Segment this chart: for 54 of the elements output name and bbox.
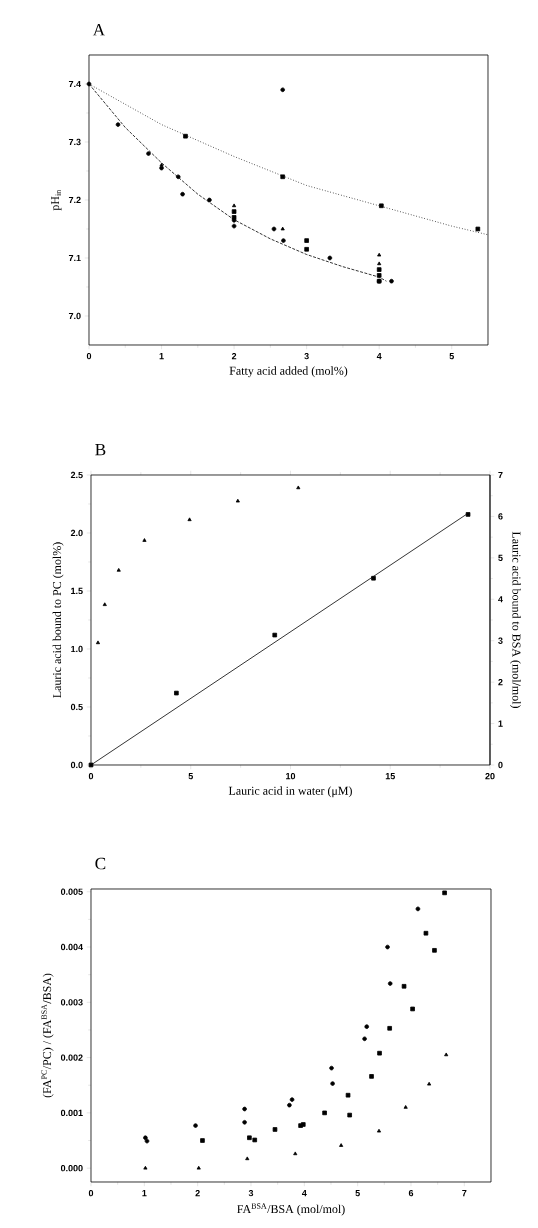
- y-tick-label: 0.5: [70, 703, 83, 711]
- x-tick-label: 1: [159, 352, 164, 360]
- y-axis-title: pH$_{in}$: [51, 189, 62, 211]
- x-axis-title: FA$^{BSA}$/BSA (mol/mol): [237, 1203, 345, 1216]
- y2-tick-label: 3: [498, 637, 503, 644]
- x-axis-title: Fatty acid added (mol%): [229, 366, 348, 378]
- y-tick-label: 7.0: [68, 312, 81, 320]
- chart-title: C: [95, 857, 106, 870]
- x-tick-label: 5: [355, 1189, 360, 1197]
- y-tick-label: 0.001: [60, 1109, 83, 1117]
- x-tick-label: 4: [376, 352, 382, 360]
- y2-tick-label: 0: [498, 761, 503, 769]
- y-tick-label: 2.5: [70, 471, 83, 479]
- y2-tick-label: 6: [498, 513, 503, 520]
- y-tick-label: 2.0: [70, 529, 83, 537]
- y2-tick-label: 2: [498, 679, 503, 686]
- y-tick-label: 1.0: [71, 645, 83, 653]
- x-tick-label: 1: [142, 1189, 147, 1197]
- x-tick-label: 3: [304, 352, 309, 360]
- y-tick-label: 1.5: [71, 587, 83, 595]
- y-tick-label: 7.4: [68, 80, 81, 88]
- x-tick-label: 0: [86, 352, 92, 360]
- y2-tick-label: 7: [498, 471, 503, 479]
- x-tick-label: 10: [286, 772, 296, 780]
- y2-axis-title: Lauric acid bound to BSA (mol/mol): [509, 531, 521, 708]
- y-tick-label: 7.1: [68, 254, 81, 262]
- x-tick-label: 15: [385, 772, 395, 780]
- y-tick-label: 0.0: [70, 761, 83, 769]
- y2-tick-label: 1: [498, 720, 503, 727]
- y-tick-label: 0.002: [60, 1054, 83, 1061]
- x-tick-label: 3: [248, 1189, 254, 1197]
- y-tick-label: 7.2: [68, 196, 81, 204]
- x-tick-label: 20: [485, 772, 495, 780]
- y-tick-label: 0.004: [60, 943, 83, 951]
- x-tick-label: 2: [195, 1189, 200, 1197]
- x-tick-label: 0: [88, 1189, 94, 1197]
- y-tick-label: 0.005: [60, 888, 83, 895]
- y-axis-title: Lauric acid bound to PC (mol%): [52, 542, 64, 698]
- x-tick-label: 2: [231, 352, 237, 360]
- x-tick-label: 7: [462, 1189, 467, 1197]
- chart-title: B: [95, 444, 106, 456]
- y-tick-label: 0.000: [60, 1164, 83, 1172]
- x-tick-label: 4: [301, 1189, 307, 1197]
- x-tick-label: 5: [449, 352, 454, 360]
- x-axis-title: Lauric acid in water (μM): [228, 786, 352, 798]
- y2-tick-label: 4: [498, 596, 503, 603]
- x-tick-label: 6: [408, 1189, 414, 1197]
- x-tick-label: 0: [88, 772, 94, 780]
- y-tick-label: 0.003: [60, 999, 83, 1006]
- y2-tick-label: 5: [498, 554, 503, 561]
- x-tick-label: 5: [188, 772, 193, 780]
- chart-title: A: [92, 23, 106, 36]
- y-axis-title: (FA$^{PC}$/PC) / (FA$^{BSA}$/BSA): [41, 973, 54, 1098]
- y-tick-label: 7.3: [68, 138, 81, 146]
